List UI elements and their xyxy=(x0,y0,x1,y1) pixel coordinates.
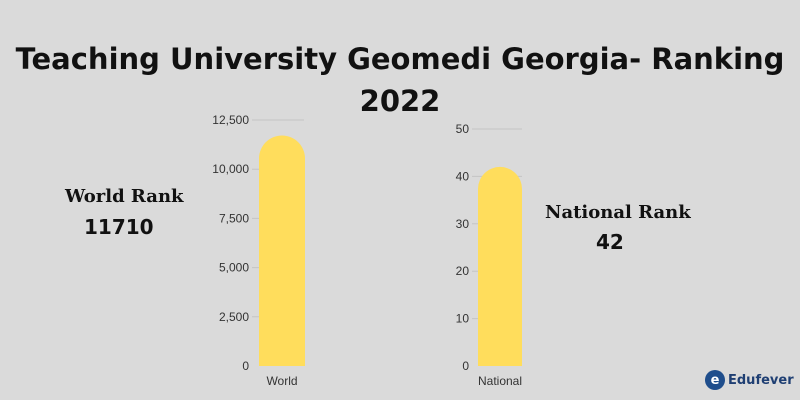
national-ytick-label: 50 xyxy=(456,122,470,136)
national-ytick-label: 20 xyxy=(456,264,470,278)
world-ytick-label: 7,500 xyxy=(219,211,249,225)
title-line-1: Teaching University Geomedi Georgia- Ran… xyxy=(15,42,785,76)
world-rank-value: 11710 xyxy=(84,215,154,239)
world-ytick-label: 12,500 xyxy=(212,113,249,127)
national-ytick-label: 30 xyxy=(456,217,470,231)
logo-text: Edufever xyxy=(728,372,794,388)
national-ytick-label: 10 xyxy=(456,312,470,326)
world-bar xyxy=(259,135,305,366)
chart-title: Teaching University Geomedi Georgia- Ran… xyxy=(0,38,800,122)
world-category-label: World xyxy=(266,374,297,388)
world-ytick-label: 2,500 xyxy=(219,310,249,324)
world-rank-label: World Rank xyxy=(65,186,184,207)
edufever-logo: e Edufever xyxy=(705,369,794,391)
world-ytick-label: 0 xyxy=(242,359,249,373)
national-ytick-label: 0 xyxy=(462,359,469,373)
national-category-label: National xyxy=(478,374,522,388)
logo-icon: e xyxy=(705,370,725,390)
title-line-2: 2022 xyxy=(359,84,441,118)
world-ytick-label: 5,000 xyxy=(219,261,249,275)
national-rank-label: National Rank xyxy=(545,202,691,223)
national-ytick-label: 40 xyxy=(456,169,470,183)
national-bar xyxy=(478,166,522,366)
national-rank-value: 42 xyxy=(596,230,624,254)
world-ytick-label: 10,000 xyxy=(212,162,249,176)
